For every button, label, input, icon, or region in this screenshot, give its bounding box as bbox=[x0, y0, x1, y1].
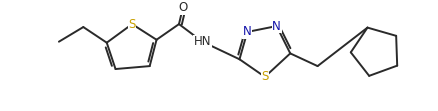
Text: HN: HN bbox=[194, 35, 211, 48]
Text: N: N bbox=[272, 20, 281, 33]
Text: O: O bbox=[178, 1, 187, 14]
Text: S: S bbox=[261, 70, 268, 83]
Text: N: N bbox=[243, 25, 252, 38]
Text: S: S bbox=[128, 18, 136, 31]
